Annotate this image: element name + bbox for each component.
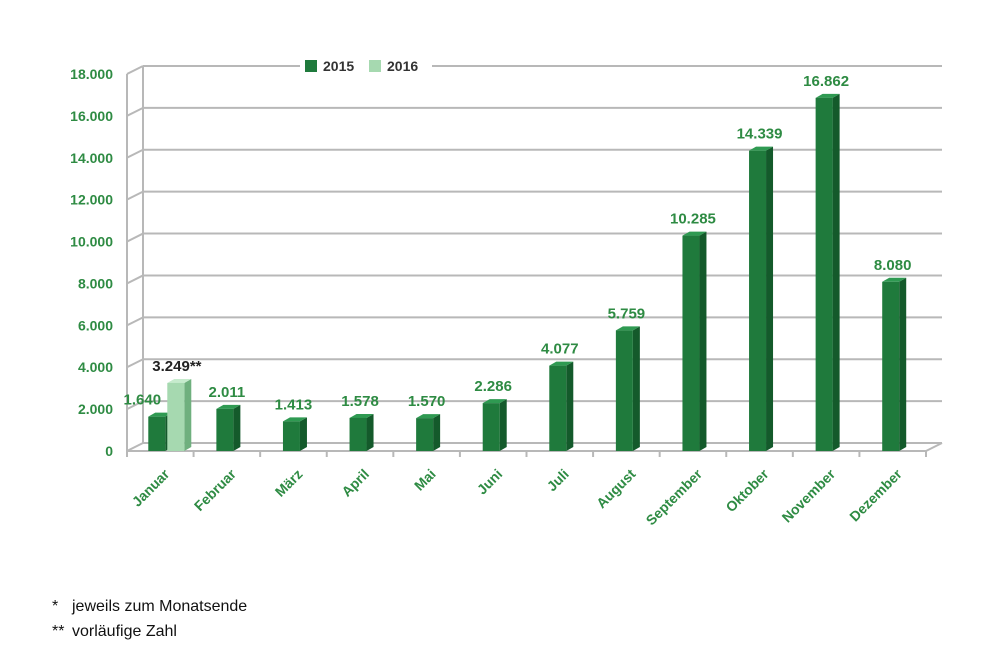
y-tick-label: 0: [105, 443, 113, 459]
y-tick-label: 8.000: [78, 275, 113, 291]
bar-2016: [167, 382, 185, 451]
footnote-1-text: jeweils zum Monatsende: [72, 598, 248, 615]
y-tick-label: 12.000: [70, 192, 113, 208]
x-category-label: Juli: [544, 466, 572, 494]
gridline-diagonal: [126, 316, 144, 327]
data-label-2015: 5.759: [608, 305, 646, 322]
y-tick-label: 6.000: [78, 317, 113, 333]
gridline-diagonal: [126, 442, 144, 452]
data-label-2015: 2.286: [474, 378, 512, 395]
bar-2015-side: [499, 399, 507, 451]
bar-2015-side: [632, 326, 640, 451]
gridline-diagonal: [126, 274, 144, 285]
data-label-2015: 1.640: [124, 392, 162, 409]
data-label-2015: 1.570: [408, 393, 446, 410]
bar-2015: [148, 416, 166, 451]
data-label-2015: 1.413: [275, 396, 313, 413]
x-category-label: Mai: [411, 466, 439, 494]
bar-2015: [882, 281, 900, 451]
data-label-2015: 4.077: [541, 341, 579, 358]
legend-swatch-2015: [305, 60, 317, 72]
bar-2015-top: [815, 93, 840, 98]
bar-2015: [282, 421, 300, 451]
bar-2015-side: [366, 413, 374, 451]
bar-chart: 0 2.000 4.000 6.000 8.000 10.000 12.000 14.000 1…: [70, 54, 943, 529]
y-tick-label: 2.000: [78, 401, 113, 417]
bar-2015: [416, 418, 434, 451]
data-label-2015: 14.339: [737, 126, 783, 143]
y-tick-label: 16.000: [70, 108, 113, 124]
bar-2015: [216, 408, 234, 451]
footnote-2-mark: **: [52, 623, 65, 640]
bar-2015-side: [566, 361, 574, 451]
bar-2015-top: [282, 417, 307, 422]
gridline-diagonal: [126, 65, 144, 75]
bar-2015: [482, 403, 500, 451]
legend-label-2016: 2016: [387, 58, 418, 74]
gridline-diagonal: [126, 358, 144, 369]
x-category-label: November: [779, 465, 839, 525]
y-tick-label: 18.000: [70, 66, 113, 82]
bar-2015-top: [882, 277, 907, 282]
data-label-2015: 16.862: [803, 73, 849, 90]
bar-2015-side: [832, 93, 840, 451]
x-category-label: August: [593, 466, 639, 512]
bar-2015-side: [766, 146, 774, 451]
y-tick-label: 4.000: [78, 359, 113, 375]
bar-2015: [349, 417, 367, 451]
bar-2016-side: [184, 378, 192, 451]
bar-2015: [682, 235, 700, 451]
bar-2015-side: [699, 231, 707, 451]
footnote-1: * jeweils zum Monatsende: [52, 598, 247, 616]
bar-2015-top: [482, 399, 507, 404]
bar-2016-top: [167, 378, 192, 383]
bar-2015-top: [749, 146, 774, 151]
footnote-2-text: vorläufige Zahl: [72, 623, 177, 640]
bar-2015: [549, 365, 567, 451]
bar-2015: [749, 150, 767, 451]
gridline-diagonal: [126, 106, 144, 117]
gridline-diagonal: [126, 190, 144, 201]
footnote-1-mark: *: [52, 598, 59, 615]
bar-2015-side: [233, 404, 241, 451]
x-category-label: Oktober: [722, 465, 772, 515]
data-label-2015: 10.285: [670, 211, 716, 228]
bar-2015-top: [416, 414, 441, 419]
x-category-label: Februar: [191, 465, 240, 514]
bar-2015-side: [299, 417, 307, 451]
y-tick-label: 10.000: [70, 234, 113, 250]
bar-2015-side: [433, 414, 441, 451]
bar-2015-top: [216, 404, 241, 409]
x-category-label: Dezember: [846, 465, 905, 524]
bar-2015-top: [349, 413, 374, 418]
bar-2015-top: [615, 326, 640, 331]
bar-2015-top: [549, 361, 574, 366]
x-category-label: Januar: [129, 465, 173, 509]
gridline-diagonal: [126, 232, 144, 243]
x-category-label: April: [338, 466, 372, 500]
data-label-2015: 1.578: [341, 393, 379, 410]
legend-background: [300, 54, 432, 78]
x-category-label: September: [643, 465, 706, 528]
gridline-diagonal: [126, 148, 144, 159]
x-category-label: März: [272, 466, 306, 500]
gridline-diagonal: [126, 400, 144, 411]
legend-swatch-2016: [369, 60, 381, 72]
data-label-2015: 8.080: [874, 257, 912, 274]
bar-2015: [615, 330, 633, 451]
footnote-2: ** vorläufige Zahl: [52, 623, 177, 641]
data-label-2016: 3.249**: [152, 358, 201, 375]
x-category-label: Juni: [474, 466, 506, 498]
y-tick-label: 14.000: [70, 150, 113, 166]
data-label-2015: 2.011: [209, 384, 246, 401]
bar-2015-top: [682, 231, 707, 236]
bar-2015: [815, 97, 833, 451]
bar-2015-top: [148, 412, 173, 417]
legend-label-2015: 2015: [323, 58, 354, 74]
floor-edge: [925, 442, 943, 452]
bar-2015-side: [899, 277, 907, 451]
